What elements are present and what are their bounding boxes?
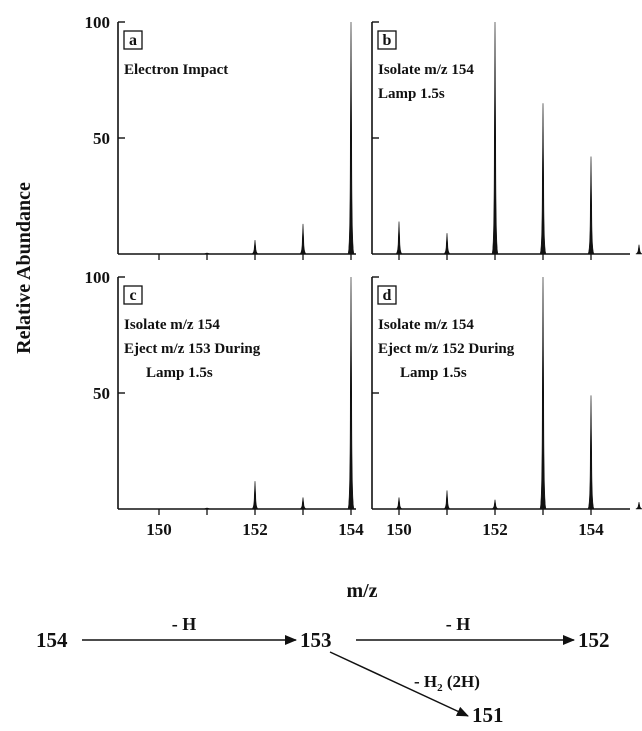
peak-155 (396, 222, 402, 254)
annotation-line: Lamp 1.5s (400, 365, 467, 381)
panel-letter: d (383, 287, 392, 304)
arrow-153-152-label: - H (446, 614, 471, 634)
x-tick-label-152: 152 (482, 520, 508, 539)
x-tick-label-150: 150 (386, 520, 412, 539)
peak-153 (300, 497, 306, 509)
panel-letter: c (129, 287, 136, 304)
x-tick-label-152: 152 (242, 520, 268, 539)
y-tick-label-50: 50 (93, 384, 110, 403)
peak-154 (588, 395, 594, 509)
scheme-node-151: 151 (472, 703, 504, 726)
annotation-line: Isolate m/z 154 (378, 317, 474, 333)
panel-a: 100 50 a Electron Impact (85, 13, 403, 260)
panel-c: 100 50 150 152 154 c Isolate m/z 154 Eject m/z … (85, 268, 403, 539)
reaction-scheme: 154 - H 153 - H 152 - H2 (2H) 151 (36, 614, 610, 726)
panel-letter: b (383, 32, 392, 49)
scheme-node-152: 152 (578, 628, 610, 652)
peak-155 (396, 497, 402, 509)
peak-154 (588, 157, 594, 254)
peak-154 (348, 277, 354, 509)
panels: 100 50 a Electron Impact b Isolate m/z 154 Lam… (85, 13, 642, 539)
annotation-line: Eject m/z 153 During (124, 341, 261, 357)
annotation-line: Isolate m/z 154 (378, 62, 474, 78)
annotation-line: Lamp 1.5s (146, 365, 213, 381)
peak-151 (444, 490, 450, 509)
arrow-154-153-label: - H (172, 614, 197, 634)
y-axis-label: Relative Abundance (13, 182, 35, 354)
peak-153 (300, 224, 306, 254)
peak-155 (636, 502, 642, 509)
annotation-line: Electron Impact (124, 62, 228, 78)
peak-155 (636, 245, 642, 254)
annotation-line: Lamp 1.5s (378, 86, 445, 102)
peak-151 (204, 508, 210, 509)
annotation-line: Isolate m/z 154 (124, 317, 220, 333)
x-axis-label: m/z (346, 580, 377, 602)
peak-151 (444, 233, 450, 254)
peak-152 (492, 22, 498, 254)
scheme-node-153: 153 (300, 628, 332, 652)
arrow-153-151-label: - H2 (2H) (414, 672, 480, 694)
peak-153 (540, 103, 546, 254)
peak-152 (492, 500, 498, 509)
peak-152 (252, 481, 258, 509)
peak-151 (204, 253, 210, 254)
peak-153 (540, 277, 546, 509)
panel-letter: a (129, 32, 137, 49)
y-tick-label-100: 100 (85, 13, 111, 32)
panel-d: 150 152 154 d Isolate m/z 154 Eject m/z 152 D… (372, 277, 642, 539)
y-tick-label-100: 100 (85, 268, 111, 287)
scheme-node-154: 154 (36, 628, 68, 652)
peak-154 (348, 22, 354, 254)
x-tick-label-154: 154 (338, 520, 364, 539)
annotation-line: Eject m/z 152 During (378, 341, 515, 357)
panel-b: b Isolate m/z 154 Lamp 1.5s (372, 22, 642, 260)
y-tick-label-50: 50 (93, 129, 110, 148)
x-tick-label-150: 150 (146, 520, 172, 539)
x-tick-label-154: 154 (578, 520, 604, 539)
peak-152 (252, 240, 258, 254)
